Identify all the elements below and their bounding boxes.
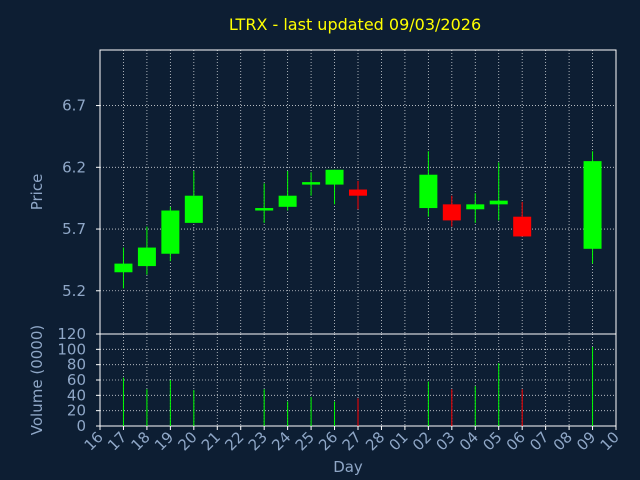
candle-body [489, 200, 508, 205]
day-axis-label: Day [333, 458, 363, 476]
price-tick-label: 6.2 [62, 158, 86, 176]
day-tick-labels: 1617181920212223242526272801020304050607… [81, 426, 623, 454]
volume-tick-label: 20 [67, 402, 86, 420]
candle-body [278, 195, 297, 207]
candle-body [114, 263, 133, 273]
candle-body [161, 210, 180, 254]
candle-body [419, 174, 438, 209]
candle-body [466, 204, 485, 210]
volume-tick-label: 100 [57, 340, 86, 358]
volume-axis-label: Volume (0000) [28, 325, 46, 435]
price-tick-label: 5.7 [62, 220, 86, 238]
candle-body [583, 161, 602, 249]
candle-body [137, 247, 156, 267]
price-panel: 5.2 5.7 6.2 6.7 [62, 49, 617, 335]
candle-body [302, 182, 321, 185]
volume-tick-label: 80 [67, 356, 86, 374]
volume-tick-label: 60 [67, 371, 86, 389]
price-axis-label: Price [28, 174, 46, 211]
price-tick-label: 6.7 [62, 97, 86, 115]
candle-body [325, 169, 344, 185]
candle-body [442, 204, 461, 221]
candle-body [513, 216, 532, 237]
candle-body [255, 208, 274, 211]
candle-body [349, 189, 367, 196]
price-tick-label: 5.2 [62, 282, 86, 300]
volume-tick-label: 40 [67, 386, 86, 404]
volume-tick-label: 120 [57, 325, 86, 343]
candle-body [184, 195, 203, 223]
chart-title: LTRX - last updated 09/03/2026 [229, 15, 481, 34]
volume-tick-label: 0 [76, 417, 86, 435]
